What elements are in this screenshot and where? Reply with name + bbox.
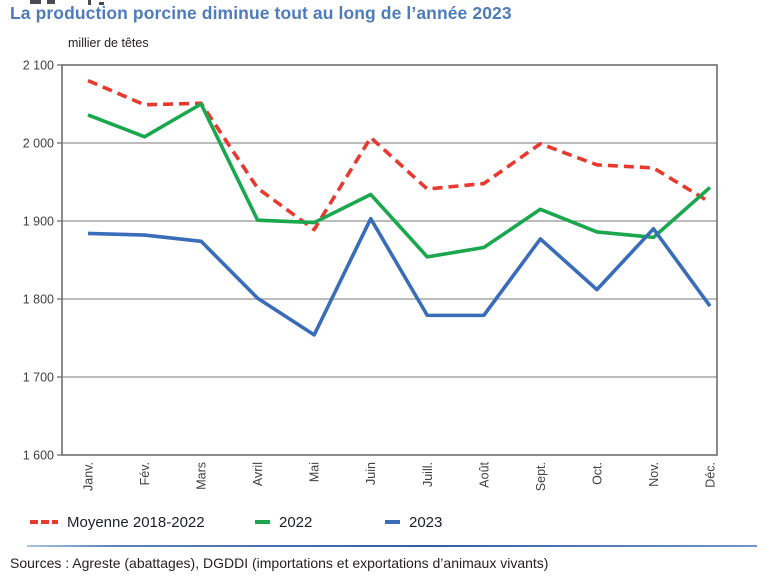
solid-line-swatch-icon xyxy=(385,520,400,524)
y-tick-label: 2 100 xyxy=(23,59,54,73)
y-tick-label: 2 000 xyxy=(23,137,54,151)
artifact-mark xyxy=(99,2,104,5)
y-tick-label: 1 700 xyxy=(23,371,54,385)
legend-item-moyenne-2018-2022: Moyenne 2018-2022 xyxy=(30,511,205,533)
sources-note: Sources : Agreste (abattages), DGDDI (im… xyxy=(10,555,549,571)
page-title: La production porcine diminue tout au lo… xyxy=(10,3,512,23)
y-tick-label: 1 800 xyxy=(23,293,54,307)
x-tick-label: Avril xyxy=(251,462,265,486)
x-tick-label: Juin xyxy=(364,462,378,485)
artifact-mark xyxy=(30,0,41,4)
artifact-mark xyxy=(47,0,55,4)
legend-label: Moyenne 2018-2022 xyxy=(67,513,205,531)
x-tick-label: Janv. xyxy=(82,462,96,491)
y-tick-label: 1 900 xyxy=(23,215,54,229)
legend-item-2023: 2023 xyxy=(385,511,442,533)
x-tick-label: Déc. xyxy=(704,462,718,488)
x-tick-label: Mai xyxy=(308,462,322,482)
chart-legend: Moyenne 2018-2022 2022 2023 xyxy=(0,511,781,533)
series-line-moyenne-2018-2022 xyxy=(87,78,711,232)
legend-item-2022: 2022 xyxy=(255,511,312,533)
artifact-mark xyxy=(88,0,91,5)
legend-label: 2023 xyxy=(409,513,443,531)
line-chart: 2 100 2 000 1 900 1 800 1 700 1 600 Janv. Fév. M… xyxy=(23,59,718,491)
y-tick-label: 1 600 xyxy=(23,449,54,463)
x-tick-label: Fév. xyxy=(138,462,152,485)
x-tick-label: Nov. xyxy=(647,462,661,487)
series-line-2022 xyxy=(87,102,712,259)
section-divider xyxy=(27,545,757,547)
x-tick-label: Sept. xyxy=(534,462,548,491)
x-tick-label: Oct. xyxy=(590,462,604,485)
solid-line-swatch-icon xyxy=(255,520,270,524)
series-line-2023 xyxy=(87,216,712,337)
x-tick-label: Mars xyxy=(195,462,209,490)
legend-label: 2022 xyxy=(279,513,313,531)
plot-area-border xyxy=(61,64,718,456)
x-tick-label: Août xyxy=(477,461,491,487)
x-tick-label: Juill. xyxy=(421,462,435,487)
y-axis-unit-label: millier de têtes xyxy=(68,36,149,50)
dashed-line-swatch-icon xyxy=(30,520,58,524)
